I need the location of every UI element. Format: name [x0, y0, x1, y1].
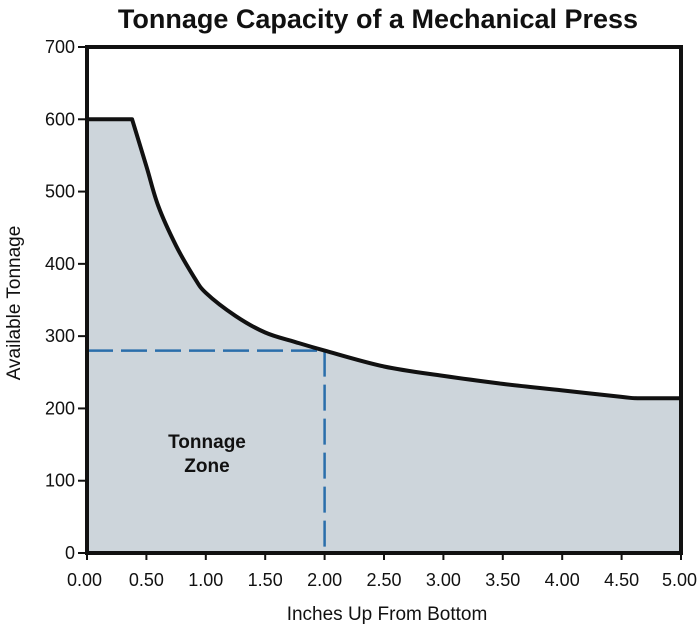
x-tick-label: 3.50 [485, 570, 520, 590]
x-tick-label: 1.50 [248, 570, 283, 590]
x-tick-label: 4.50 [604, 570, 639, 590]
x-tick-label: 1.00 [188, 570, 223, 590]
tonnage-curve [87, 117, 681, 401]
y-tick-label: 700 [45, 37, 75, 57]
x-tick-label: 0.00 [67, 570, 102, 590]
y-tick-label: 400 [45, 254, 75, 274]
x-axis-label: Inches Up From Bottom [287, 604, 488, 625]
x-axis-ticks: 0.00 0.50 1.00 1.50 2.00 2.50 3.00 3.50 4.00 4.50… [67, 553, 697, 590]
y-axis-label: Available Tonnage [4, 226, 25, 381]
x-tick-label: 2.00 [307, 570, 342, 590]
y-tick-label: 600 [45, 109, 75, 129]
tonnage-area [87, 119, 681, 554]
y-tick-label: 200 [45, 398, 75, 418]
y-tick-label: 500 [45, 182, 75, 202]
chart-title: Tonnage Capacity of a Mechanical Press [118, 4, 638, 34]
y-tick-label: 0 [65, 543, 75, 563]
x-tick-label: 2.50 [366, 570, 401, 590]
zone-label-line2: Zone [184, 456, 229, 477]
y-tick-label: 100 [45, 471, 75, 491]
plot-area [85, 45, 683, 555]
y-tick-label: 300 [45, 326, 75, 346]
y-axis-ticks: 0 100 200 300 400 500 600 700 [45, 37, 87, 563]
x-tick-label: 5.00 [662, 570, 697, 590]
x-tick-label: 0.50 [129, 570, 164, 590]
x-tick-label: 4.00 [545, 570, 580, 590]
x-tick-label: 3.00 [426, 570, 461, 590]
zone-label-line1: Tonnage [168, 432, 246, 453]
